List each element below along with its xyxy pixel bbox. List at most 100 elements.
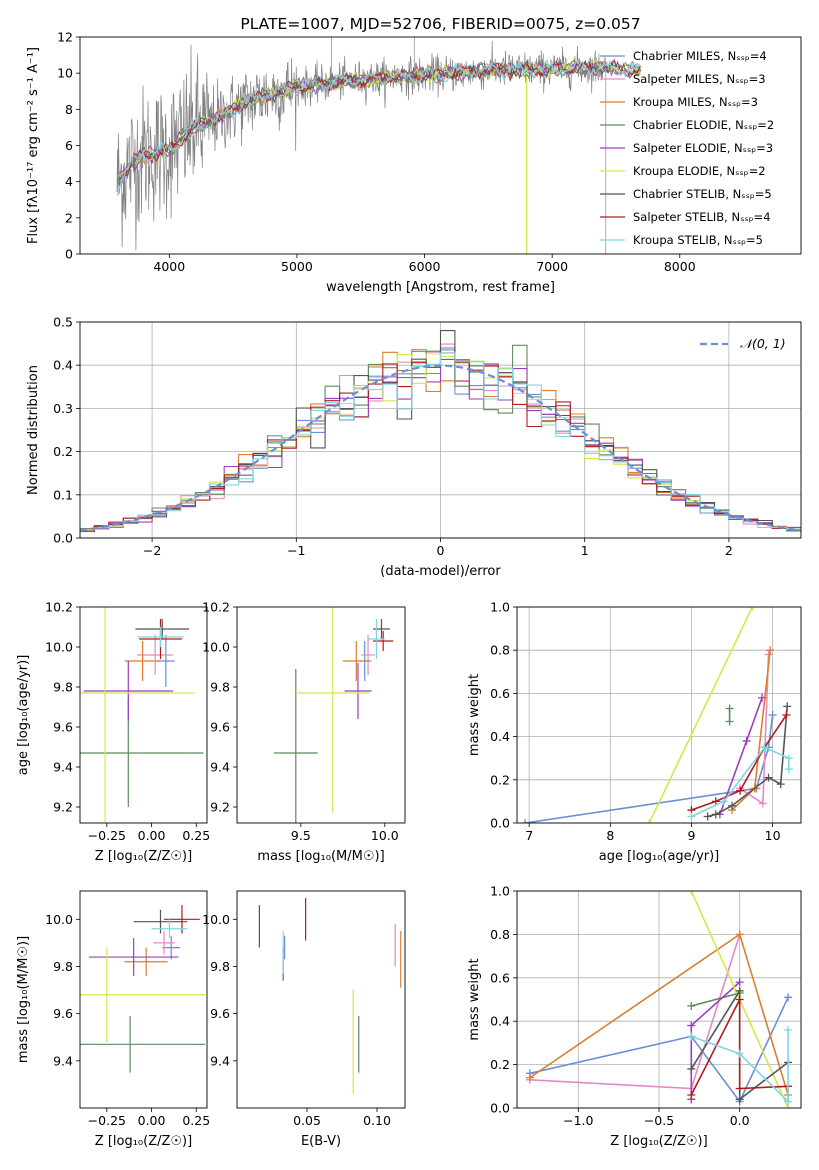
y-tick-label: 0.2 [490,1057,510,1072]
weight-marker-chabrier_stelib [735,1095,744,1104]
x-tick-label: 0.00 [138,828,166,843]
weight-marker-chabrier_stelib [776,780,785,789]
x-axis-label: age [log₁₀(age/yr)] [599,849,720,864]
x-tick-label: 5000 [281,259,313,274]
x-tick-label: 0.05 [293,1113,321,1128]
y-tick-label: 0.1 [53,487,73,502]
x-tick-label: 6000 [409,259,441,274]
residuals-panel: −2 −1 0 1 2 0.0 0.1 0.2 0.3 0.4 0.5 (data-model)/er… [26,315,802,579]
y-tick-label: 9.8 [210,959,230,974]
weight-line-kroupa_stelib [691,1029,789,1104]
weight-line-chabrier_elodie [691,992,740,1007]
model-line-kroupa_stelib [117,58,641,190]
y-tick-label: 9.4 [53,1053,73,1068]
y-tick-label: 0.4 [490,729,510,744]
legend-label: Kroupa ELODIE, Nₛₛₚ=2 [633,164,766,178]
weight-marker-kroupa_miles [525,1073,534,1082]
normal-pdf-curve [79,364,802,532]
legend-label: Chabrier ELODIE, Nₛₛₚ=2 [633,118,774,132]
y-tick-label: 10.2 [45,600,73,615]
x-axis-label: Z [log₁₀(Z/Z☉)] [95,849,192,864]
z_mass-panel: −0.25 0.00 0.25 9.4 9.6 9.8 10.0 Z [log₁₀(Z/Z☉)… [16,890,210,1149]
legend-label: Salpeter MILES, Nₛₛₚ=3 [633,72,766,86]
y-tick-label: 0.2 [490,772,510,787]
y-axis-label: mass [log₁₀(M/M☉)] [16,936,31,1063]
y-tick-label: 0.6 [490,686,510,701]
x-tick-label: −0.5 [644,1113,674,1128]
x-tick-label: 0 [437,543,445,558]
weight-marker-chabrier_stelib [783,702,792,711]
x-tick-label: 9 [687,828,695,843]
axes-frame [516,890,802,1109]
x-tick-label: 7000 [536,259,568,274]
x-tick-label: 9.5 [291,828,311,843]
y-tick-label: 9.8 [210,680,230,695]
y-tick-label: 10.0 [45,640,73,655]
legend-label: Salpeter STELIB, Nₛₛₚ=4 [633,210,771,224]
x-tick-label: 4000 [153,259,185,274]
y-axis-label: mass weight [467,958,482,1040]
y-tick-label: 2 [65,210,73,225]
weight-marker-chabrier_elodie [725,717,734,726]
weight-marker-kroupa_stelib [687,812,696,821]
y-tick-label: 9.6 [210,720,230,735]
y-tick-label: 0.8 [490,643,510,658]
x-tick-label: −0.25 [88,828,126,843]
y-axis-label: Flux [fλ10⁻¹⁷ erg cm⁻² s⁻¹ A⁻¹] [26,47,41,244]
weight-marker-salpeter_stelib [782,711,791,719]
axes-frame [516,606,802,824]
weight-marker-kroupa_elodie [687,891,696,895]
y-tick-label: 9.8 [53,680,73,695]
weight-marker-chabrier_elodie [687,1002,696,1011]
legend-label: Kroupa STELIB, Nₛₛₚ=5 [633,233,763,247]
weight-marker-salpeter_stelib [687,1090,696,1099]
y-tick-label: 0.4 [490,1014,510,1029]
legend-label: Chabrier STELIB, Nₛₛₚ=5 [633,187,772,201]
x-tick-label: 10.0 [371,828,399,843]
x-tick-label: 10 [765,828,781,843]
legend-label: Chabrier MILES, Nₛₛₚ=4 [633,49,767,63]
spectrum-panel: PLATE=1007, MJD=52706, FIBERID=0075, z=0… [26,15,802,295]
weight-line-chabrier_miles [529,996,789,1104]
weight-marker-salpeter_miles [758,799,767,808]
weight-marker-salpeter_stelib [711,797,720,806]
x-tick-label: 0.10 [363,1113,391,1128]
legend-label: 𝒩(0, 1) [740,336,786,351]
weight-marker-chabrier_miles [784,993,793,1002]
y-tick-label: 0 [65,247,73,262]
y-tick-label: 1.0 [490,600,510,615]
x-tick-label: 0.00 [138,1113,166,1128]
x-axis-label: (data-model)/error [380,564,501,579]
x-axis-label: wavelength [Angstrom, rest frame] [326,280,555,295]
weight-marker-salpeter_stelib [735,1084,744,1093]
weight-marker-kroupa_elodie [645,819,654,823]
y-tick-label: 4 [65,174,73,189]
model-line-salpeter_stelib [117,59,641,186]
y-tick-label: 9.6 [210,1006,230,1021]
weight-marker-salpeter_stelib [736,786,745,795]
legend-label: Salpeter ELODIE, Nₛₛₚ=3 [633,141,773,155]
y-tick-label: 6 [65,138,73,153]
weight-marker-chabrier_stelib [687,1064,696,1073]
x-tick-label: 8 [606,828,614,843]
x-tick-label: 7 [525,828,533,843]
weight-marker-salpeter_elodie [687,1021,696,1030]
z_age-panel: −0.25 0.00 0.25 9.2 9.4 9.6 9.8 10.0 10.2 Z [log₁… [16,600,210,865]
axes-frame [236,890,406,1109]
weight-marker-kroupa_stelib [784,1097,793,1106]
y-axis-label: Normed distribution [26,365,41,495]
x-axis-label: Z [log₁₀(Z/Z☉)] [610,1134,707,1149]
y-tick-label: 0.8 [490,927,510,942]
x-tick-label: 2 [725,543,733,558]
weight-line-chabrier_miles [524,714,774,823]
histogram-chabrier_stelib [80,330,801,533]
y-tick-label: 0.0 [53,531,73,546]
weight-marker-kroupa_stelib [687,1032,696,1041]
weight-line-kroupa_elodie [648,607,754,823]
age_weight-panel: 7 8 9 10 0.0 0.2 0.4 0.6 0.8 1.0 age [log₁₀(age/yr… [467,600,802,864]
weight-marker-kroupa_stelib [784,1025,793,1034]
y-axis-label: mass weight [467,674,482,756]
x-tick-label: 0.25 [182,828,210,843]
y-tick-label: 9.6 [53,720,73,735]
y-tick-label: 0.0 [490,1101,510,1116]
